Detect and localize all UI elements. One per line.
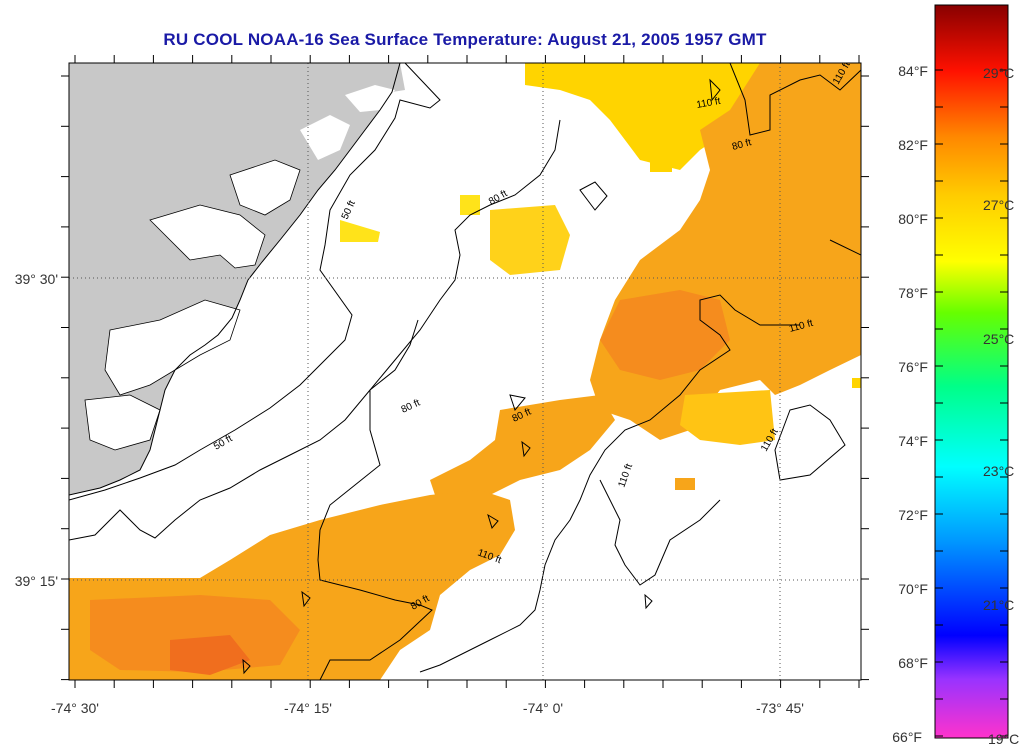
contour-110ft-east xyxy=(729,63,861,136)
lat-label-1: 39° 30' xyxy=(15,271,58,287)
lat-label-2: 39° 15' xyxy=(15,573,58,589)
lon-label-4: -73° 45' xyxy=(756,700,804,716)
contour-110ft xyxy=(419,239,861,673)
contour-label-80ft-east: 80 ft xyxy=(731,137,753,153)
c-label-27: 27°C xyxy=(983,197,1014,213)
lon-label-3: -74° 0' xyxy=(523,700,563,716)
colorbar-celsius-labels: 29°C 27°C 25°C 23°C 21°C 19°C xyxy=(983,65,1019,747)
lon-label-1: -74° 30' xyxy=(51,700,99,716)
lon-label-2: -74° 15' xyxy=(284,700,332,716)
c-label-19: 19°C xyxy=(988,731,1019,747)
sst-warm-patch-southwest xyxy=(69,490,515,680)
f-label-76: 76°F xyxy=(898,359,928,375)
map-title: RU COOL NOAA-16 Sea Surface Temperature:… xyxy=(163,30,767,49)
colorbar-gradient xyxy=(934,4,1009,739)
c-label-23: 23°C xyxy=(983,463,1014,479)
sst-warm-patch-central xyxy=(340,195,695,510)
bathymetry-contours xyxy=(69,63,861,680)
contour-110ft-loop xyxy=(774,404,846,481)
contour-label-110ft-north: 110 ft xyxy=(696,96,722,111)
c-label-29: 29°C xyxy=(983,65,1014,81)
contour-50ft xyxy=(69,63,441,501)
c-label-25: 25°C xyxy=(983,331,1014,347)
f-label-70: 70°F xyxy=(898,581,928,597)
f-label-84: 84°F xyxy=(898,63,928,79)
graticule xyxy=(69,63,861,680)
sst-warm-patch-northeast xyxy=(525,63,861,445)
f-label-68: 68°F xyxy=(898,655,928,671)
contour-50ft-south xyxy=(69,319,419,541)
map-frame xyxy=(68,62,862,681)
colorbar: 84°F 82°F 80°F 78°F 76°F 74°F 72°F 70°F … xyxy=(892,4,1019,747)
c-label-21: 21°C xyxy=(983,597,1014,613)
f-label-78: 78°F xyxy=(898,285,928,301)
f-label-74: 74°F xyxy=(898,433,928,449)
contour-110ft-lower xyxy=(599,479,721,586)
f-label-82: 82°F xyxy=(898,137,928,153)
colorbar-fahrenheit-labels: 84°F 82°F 80°F 78°F 76°F 74°F 72°F 70°F … xyxy=(892,63,928,745)
f-label-72: 72°F xyxy=(898,507,928,523)
contour-80ft xyxy=(317,119,561,680)
f-label-80: 80°F xyxy=(898,211,928,227)
axis-ticks xyxy=(61,55,869,688)
land-mass xyxy=(69,63,405,495)
f-label-66: 66°F xyxy=(892,729,922,745)
